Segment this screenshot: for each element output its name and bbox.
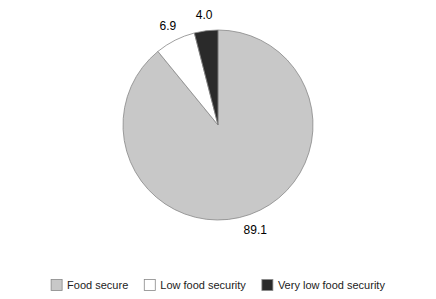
chart: 89.1 6.9 4.0 Food secure Low food security Ve… bbox=[0, 0, 436, 299]
data-label: 89.1 bbox=[244, 223, 268, 237]
data-label: 4.0 bbox=[196, 8, 213, 22]
data-labels: 89.1 6.9 4.0 bbox=[160, 8, 268, 237]
legend-label: Food secure bbox=[67, 279, 128, 291]
legend-item: Food secure bbox=[51, 279, 128, 291]
legend-swatch bbox=[262, 280, 273, 291]
data-label: 6.9 bbox=[160, 19, 177, 33]
legend: Food secure Low food security Very low foo… bbox=[51, 279, 385, 291]
legend-label: Very low food security bbox=[278, 279, 385, 291]
legend-label: Low food security bbox=[160, 279, 246, 291]
legend-swatch bbox=[51, 280, 62, 291]
pie-slice bbox=[194, 30, 218, 125]
legend-swatch bbox=[144, 280, 155, 291]
pie bbox=[123, 30, 313, 220]
legend-item: Low food security bbox=[144, 279, 246, 291]
pie-slice bbox=[123, 30, 313, 220]
legend-item: Very low food security bbox=[262, 279, 385, 291]
